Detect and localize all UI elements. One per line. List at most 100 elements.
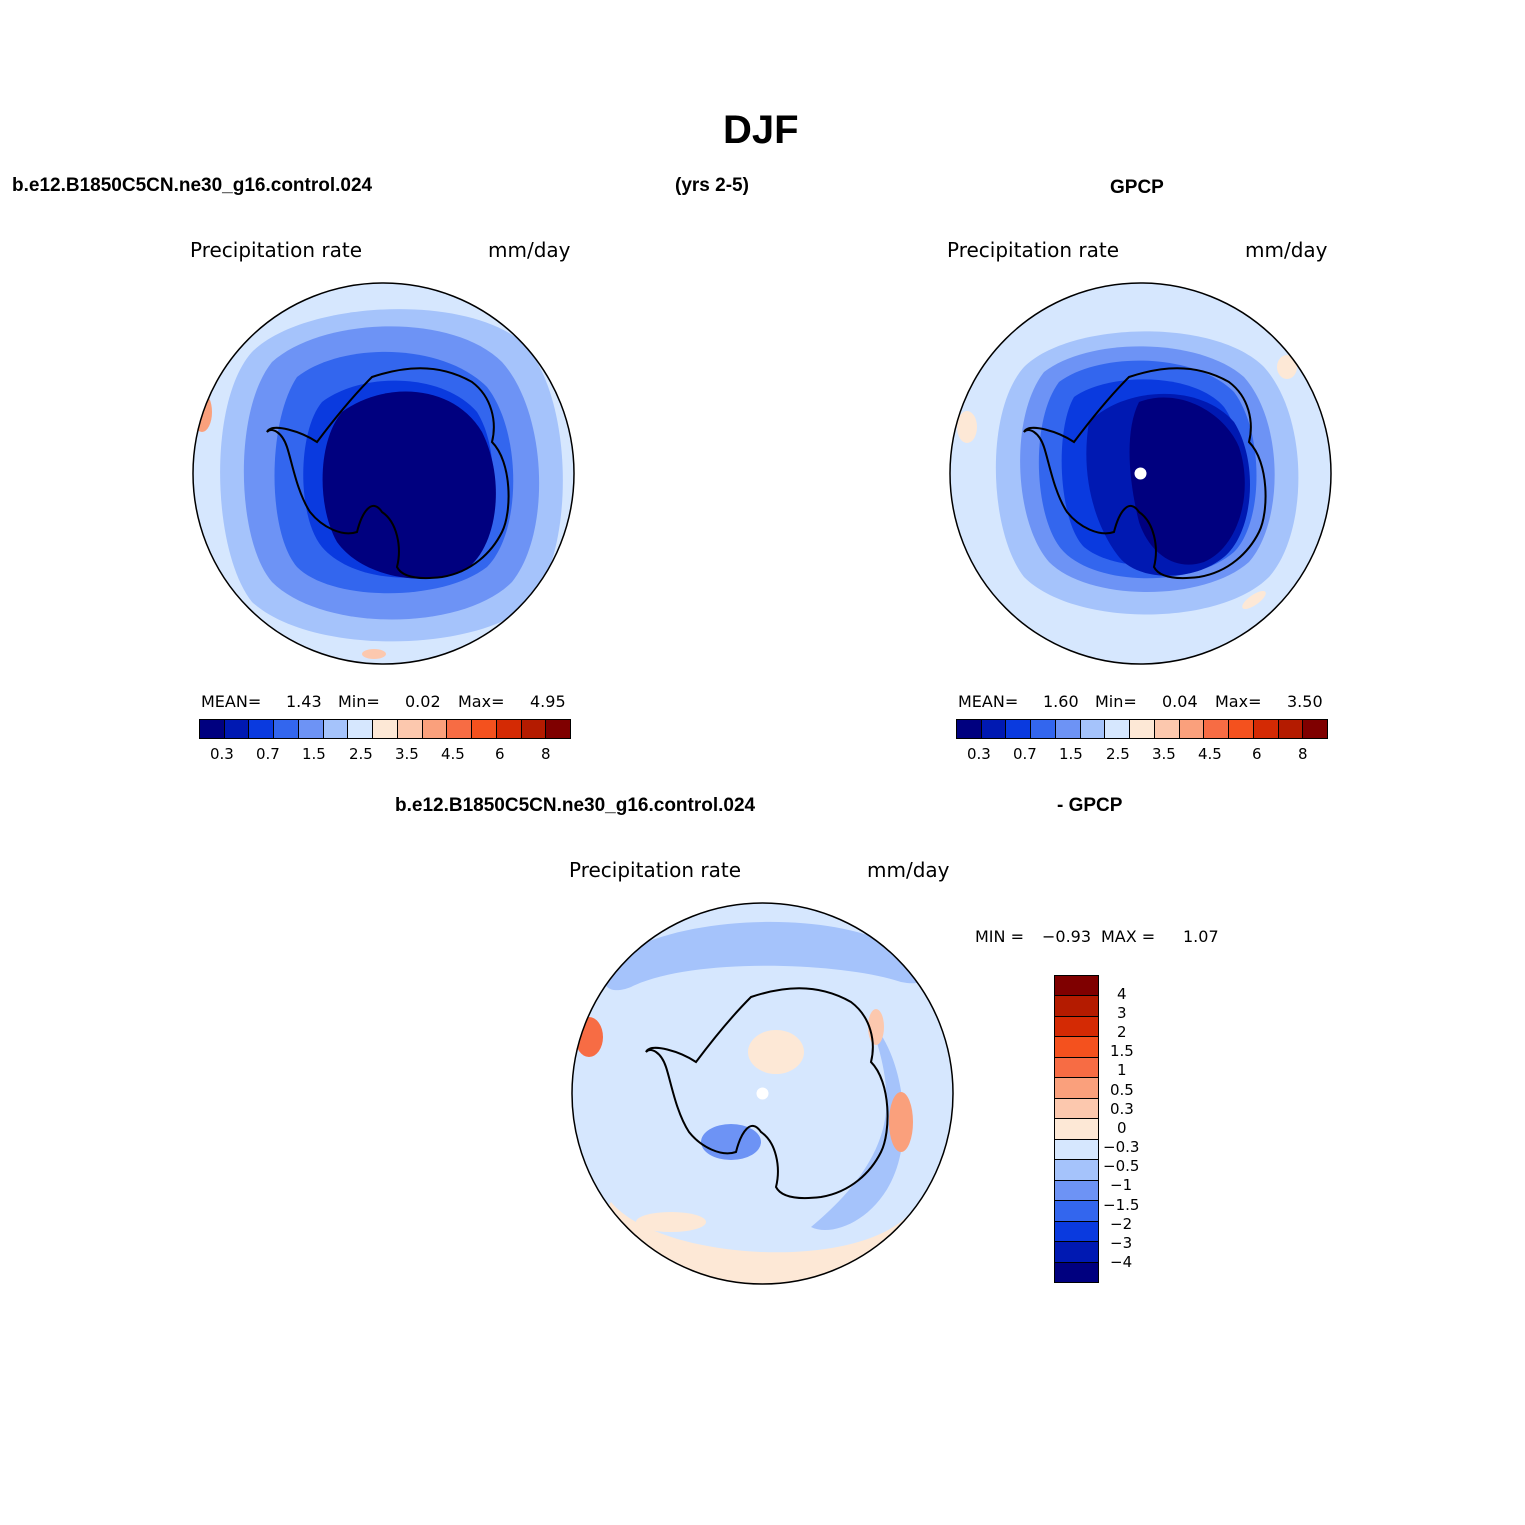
positive-anomaly-west xyxy=(957,411,977,443)
colorbar-swatch xyxy=(1055,1016,1098,1038)
model-colorbar-tick: 0.3 xyxy=(210,745,234,763)
diff-colorbar-tick: 3 xyxy=(1117,1004,1127,1022)
colorbar-swatch xyxy=(472,720,497,738)
diff-max-label: MAX = xyxy=(1101,927,1156,946)
colorbar-swatch xyxy=(1006,720,1032,738)
diff-colorbar-tick: −0.3 xyxy=(1103,1138,1140,1156)
case-name: b.e12.B1850C5CN.ne30_g16.control.024 xyxy=(12,175,373,196)
colorbar-swatch xyxy=(1105,720,1131,738)
positive-anomaly-west xyxy=(575,1017,603,1057)
obs-variable-label: Precipitation rate xyxy=(947,238,1119,262)
colorbar-swatch xyxy=(373,720,398,738)
colorbar-swatch xyxy=(1055,1057,1098,1079)
obs-max-value: 3.50 xyxy=(1287,692,1323,711)
colorbar-swatch xyxy=(1055,1139,1098,1161)
colorbar-swatch xyxy=(1303,720,1328,738)
diff-min-value: −0.93 xyxy=(1042,927,1092,946)
model-colorbar-tick: 0.7 xyxy=(256,745,280,763)
colorbar-swatch xyxy=(957,720,982,738)
model-colorbar-tick: 1.5 xyxy=(302,745,326,763)
years-label: (yrs 2-5) xyxy=(675,175,749,196)
colorbar-swatch xyxy=(521,720,547,738)
diff-colorbar-tick: −3 xyxy=(1110,1234,1133,1252)
colorbar-swatch xyxy=(496,720,522,738)
negative-ring-east xyxy=(811,1022,904,1230)
colorbar-swatch xyxy=(447,720,473,738)
model-precip-map xyxy=(192,282,575,665)
obs-colorbar xyxy=(956,719,1328,739)
model-units-label: mm/day xyxy=(488,238,571,262)
colorbar-swatch xyxy=(200,720,225,738)
antarctica-coastline xyxy=(645,987,889,1200)
model-max-value: 4.95 xyxy=(530,692,566,711)
pole-marker xyxy=(1134,467,1147,480)
colorbar-swatch xyxy=(397,720,423,738)
diff-colorbar-tick: 2 xyxy=(1117,1023,1127,1041)
colorbar-swatch xyxy=(1055,720,1081,738)
colorbar-swatch xyxy=(1055,996,1098,1017)
diff-colorbar-tick: 1 xyxy=(1117,1061,1127,1079)
colorbar-swatch xyxy=(1055,1078,1098,1099)
obs-colorbar-tick: 6 xyxy=(1252,745,1262,763)
diff-colorbar xyxy=(1054,975,1099,1283)
obs-mean-value: 1.60 xyxy=(1043,692,1079,711)
positive-band-south xyxy=(608,1202,915,1284)
diff-colorbar-tick: 4 xyxy=(1117,985,1127,1003)
colorbar-swatch xyxy=(422,720,448,738)
diff-colorbar-tick: −4 xyxy=(1110,1253,1133,1271)
obs-mean-label: MEAN= xyxy=(958,692,1019,711)
obs-colorbar-tick: 1.5 xyxy=(1059,745,1083,763)
colorbar-swatch xyxy=(1154,720,1180,738)
model-min-label: Min= xyxy=(338,692,380,711)
colorbar-swatch xyxy=(249,720,275,738)
colorbar-swatch xyxy=(1055,1160,1098,1181)
positive-anomaly-east xyxy=(889,1092,913,1152)
positive-anomaly-east xyxy=(1277,355,1297,379)
obs-min-value: 0.04 xyxy=(1162,692,1198,711)
positive-anomaly-southwest xyxy=(636,1212,706,1232)
colorbar-swatch xyxy=(1055,1262,1098,1283)
colorbar-swatch xyxy=(1055,1221,1098,1243)
obs-colorbar-tick: 0.7 xyxy=(1013,745,1037,763)
diff-min-label: MIN = xyxy=(975,927,1024,946)
model-min-value: 0.02 xyxy=(405,692,441,711)
model-colorbar-tick: 8 xyxy=(541,745,551,763)
colorbar-swatch xyxy=(981,720,1007,738)
colorbar-swatch xyxy=(1055,1242,1098,1263)
diff-colorbar-tick: 1.5 xyxy=(1110,1042,1134,1060)
colorbar-swatch xyxy=(1130,720,1155,738)
colorbar-swatch xyxy=(298,720,324,738)
contour-min xyxy=(1129,397,1245,565)
positive-anomaly-interior xyxy=(748,1030,804,1074)
model-mean-value: 1.43 xyxy=(286,692,322,711)
colorbar-swatch xyxy=(348,720,374,738)
diff-colorbar-tick: −2 xyxy=(1110,1215,1133,1233)
model-colorbar-tick: 4.5 xyxy=(441,745,465,763)
colorbar-swatch xyxy=(274,720,299,738)
obs-colorbar-tick: 4.5 xyxy=(1198,745,1222,763)
diff-variable-label: Precipitation rate xyxy=(569,858,741,882)
obs-precip-map xyxy=(949,282,1332,665)
diff-title-left: b.e12.B1850C5CN.ne30_g16.control.024 xyxy=(395,795,756,816)
obs-colorbar-tick: 3.5 xyxy=(1152,745,1176,763)
obs-min-label: Min= xyxy=(1095,692,1137,711)
obs-colorbar-tick: 0.3 xyxy=(967,745,991,763)
colorbar-swatch xyxy=(1204,720,1230,738)
obs-colorbar-tick: 8 xyxy=(1298,745,1308,763)
colorbar-swatch xyxy=(1055,976,1098,997)
obs-colorbar-tick: 2.5 xyxy=(1106,745,1130,763)
model-mean-label: MEAN= xyxy=(201,692,262,711)
model-colorbar xyxy=(199,719,571,739)
diff-title-right: - GPCP xyxy=(1057,795,1123,816)
diff-precip-map xyxy=(571,902,954,1285)
colorbar-swatch xyxy=(546,720,571,738)
antarctica-coastline xyxy=(1023,367,1267,580)
colorbar-swatch xyxy=(323,720,349,738)
positive-anomaly-southeast xyxy=(1242,590,1266,610)
colorbar-swatch xyxy=(1080,720,1106,738)
colorbar-swatch xyxy=(224,720,250,738)
obs-name: GPCP xyxy=(1110,177,1164,198)
negative-anomaly-ross xyxy=(701,1124,761,1160)
model-colorbar-tick: 3.5 xyxy=(395,745,419,763)
negative-ring-north xyxy=(603,921,924,991)
